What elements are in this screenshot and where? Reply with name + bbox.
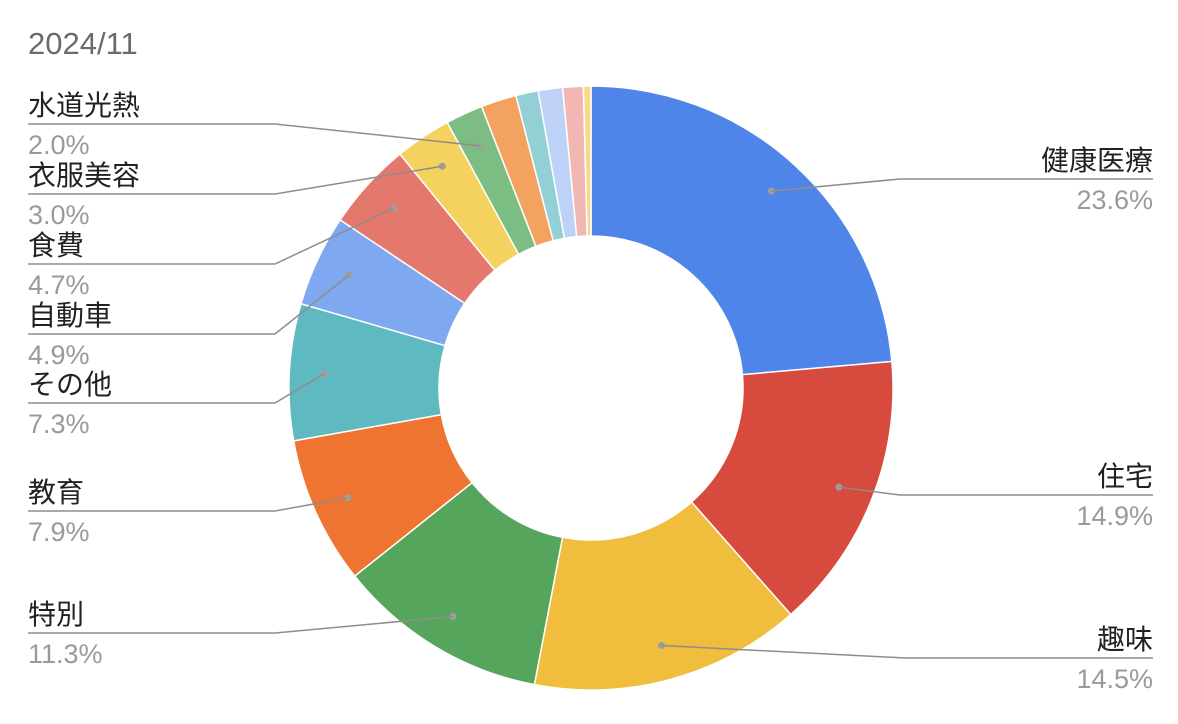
slice-percent-label: 11.3% bbox=[28, 639, 103, 669]
slice-label: 健康医療 bbox=[1041, 144, 1153, 177]
slice-label: 住宅 bbox=[1097, 460, 1153, 493]
slice-label: 趣味 bbox=[1097, 623, 1153, 656]
slice-label: 食費 bbox=[28, 229, 84, 262]
slice-percent-label: 14.9% bbox=[1076, 501, 1153, 531]
leader-line bbox=[28, 274, 350, 335]
slice-趣味 bbox=[533, 500, 792, 691]
slice-住宅 bbox=[690, 360, 894, 616]
slice-label: 自動車 bbox=[28, 299, 112, 332]
slice-percent-label: 3.0% bbox=[28, 200, 90, 230]
slice-percent-label: 4.9% bbox=[28, 340, 90, 370]
leader-line bbox=[28, 123, 479, 147]
slice-percent-label: 23.6% bbox=[1076, 185, 1153, 215]
slice-percent-label: 4.7% bbox=[28, 270, 90, 300]
slice-label: 水道光熱 bbox=[28, 89, 140, 122]
leader-line bbox=[28, 373, 325, 404]
leader-line bbox=[28, 497, 348, 512]
slices-layer bbox=[288, 85, 894, 691]
leader-line bbox=[28, 207, 394, 265]
slice-percent-label: 14.5% bbox=[1076, 664, 1153, 694]
leader-line bbox=[771, 178, 1153, 192]
labels-layer: 健康医療 23.6% 住宅 14.9% 趣味 14.5% 特別 11.3% 教育 7.9% その他 7… bbox=[28, 89, 1153, 694]
leader-line bbox=[661, 644, 1153, 659]
slice-percent-label: 7.9% bbox=[28, 517, 90, 547]
slice-percent-label: 7.3% bbox=[28, 409, 90, 439]
leader-line bbox=[838, 486, 1153, 496]
slice-label: 教育 bbox=[28, 476, 84, 509]
leader-line bbox=[28, 615, 453, 634]
slice-健康医療 bbox=[590, 85, 893, 376]
slice-minor-14 bbox=[582, 85, 592, 237]
slice-label: 衣服美容 bbox=[28, 159, 140, 192]
slice-label: その他 bbox=[28, 368, 112, 401]
leader-lines-layer bbox=[28, 123, 1153, 659]
chart-title: 2024/11 bbox=[28, 26, 138, 61]
slice-percent-label: 2.0% bbox=[28, 130, 90, 160]
leader-line bbox=[28, 165, 443, 195]
slice-label: 特別 bbox=[28, 598, 84, 631]
